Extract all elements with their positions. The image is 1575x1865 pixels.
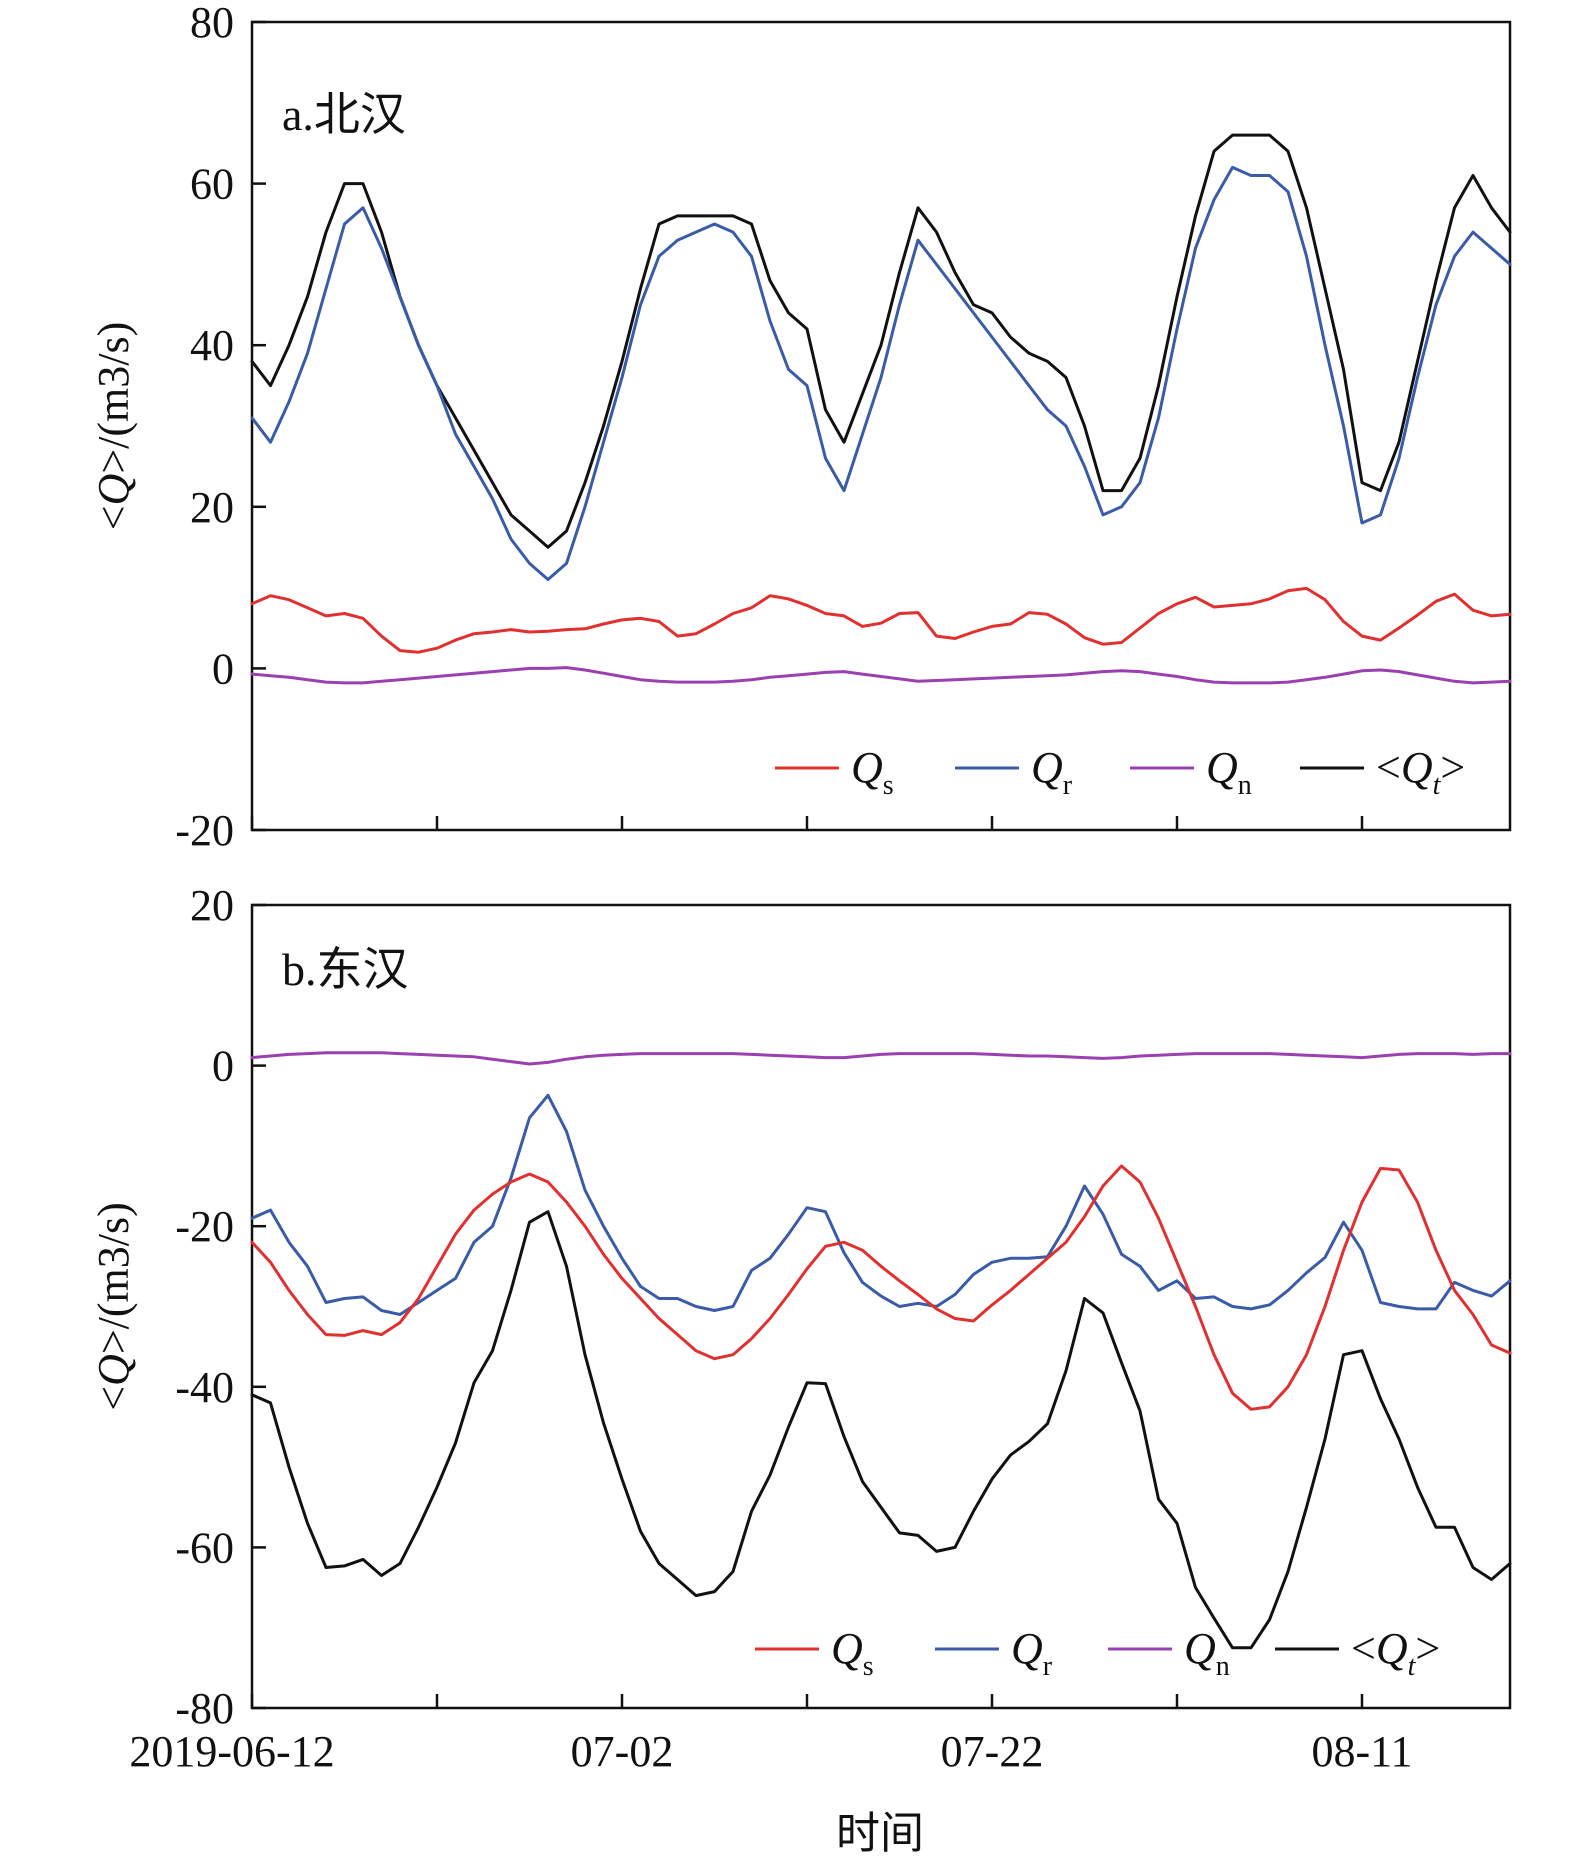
- legend-label-Qt: <Qt>: [1376, 743, 1465, 801]
- series-line-Qs: [250, 586, 1512, 654]
- y-tick-label: 20: [190, 483, 234, 532]
- y-tick-label: 60: [190, 160, 234, 209]
- legend-label-Qs: Qs: [831, 1624, 874, 1682]
- y-tick-label: -20: [175, 1202, 234, 1251]
- y-axis-title: <Q>/(m3/s): [89, 1202, 138, 1411]
- series-line-Qt: [250, 133, 1512, 549]
- y-axis-title: <Q>/(m3/s): [89, 322, 138, 531]
- x-axis-title: 时间: [836, 1809, 924, 1858]
- y-tick-label: -80: [175, 1684, 234, 1733]
- y-tick-label: 40: [190, 321, 234, 370]
- series-line-Qs: [250, 1164, 1512, 1411]
- axes-frame: [250, 20, 1512, 832]
- legend-label-Qr: Qr: [1031, 743, 1073, 801]
- legend-label-Qn: Qn: [1206, 743, 1252, 801]
- x-tick-label: 07-02: [571, 1727, 674, 1776]
- y-tick-label: 0: [212, 644, 234, 693]
- y-tick-label: 20: [190, 881, 234, 930]
- legend-label-Qt: <Qt>: [1351, 1624, 1440, 1682]
- x-tick-label: 2019-06-12: [129, 1727, 334, 1776]
- y-tick-label: 80: [190, 0, 234, 47]
- panel-a: -20 0 20 40 60 80 <Q>/(m3/s) a.北汉 Qs Qr Qn <Qt>: [89, 0, 1512, 855]
- legend-label-Qr: Qr: [1011, 1624, 1053, 1682]
- y-tick-label: -20: [175, 806, 234, 855]
- x-tick-label: 08-11: [1311, 1727, 1412, 1776]
- legend-label-Qs: Qs: [851, 743, 894, 801]
- panel-label: a.北汉: [282, 89, 406, 140]
- panel-b: -80 -60 -40 -20 0 20 2019-06-12 07-02 07-22 08-11…: [89, 881, 1512, 1776]
- axes-frame: [250, 903, 1512, 1710]
- y-tick-label: -40: [175, 1363, 234, 1412]
- series-line-Qn: [250, 666, 1512, 685]
- y-tick-label: -60: [175, 1523, 234, 1572]
- series-line-Qn: [250, 1051, 1512, 1066]
- legend-label-Qn: Qn: [1184, 1624, 1230, 1682]
- panel-label: b.东汉: [282, 944, 409, 995]
- series-line-Qr: [250, 1093, 1512, 1316]
- x-tick-label: 07-22: [941, 1727, 1044, 1776]
- series-line-Qr: [250, 165, 1512, 581]
- series-line-Qt: [250, 1210, 1512, 1650]
- y-tick-label: 0: [212, 1042, 234, 1091]
